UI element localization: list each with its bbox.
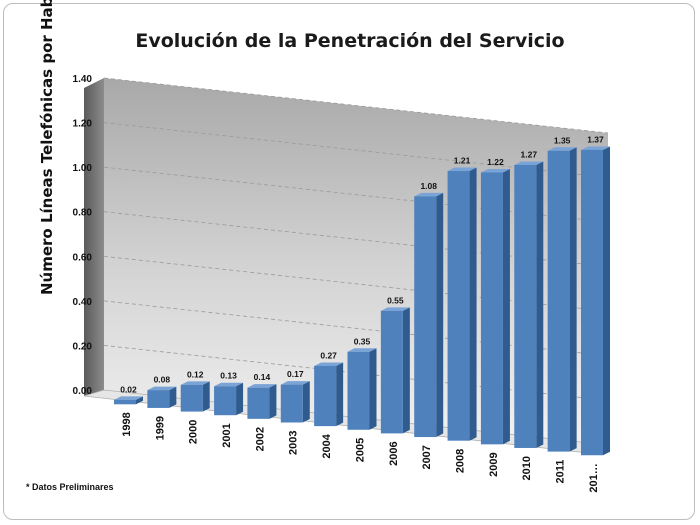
bar-top (581, 146, 610, 150)
bar-top (514, 161, 544, 165)
bar-side (502, 168, 510, 445)
bar (114, 399, 136, 405)
bar (247, 387, 270, 419)
x-tick-label: 2007 (421, 445, 433, 469)
footnote: * Datos Preliminares (26, 482, 114, 492)
x-tick-label: 2001 (221, 423, 233, 447)
bar-side (569, 147, 577, 452)
bar-top (247, 384, 277, 388)
bar (581, 149, 603, 456)
y-tick-label: 1.40 (73, 74, 93, 85)
data-label: 0.35 (354, 336, 371, 346)
x-tick-label: 2009 (488, 452, 500, 476)
x-tick-label: 1998 (121, 412, 133, 436)
bar (147, 390, 170, 408)
bar-side (469, 167, 477, 441)
bar-side (536, 161, 544, 448)
bar (414, 196, 437, 438)
data-label: 0.13 (220, 371, 237, 381)
data-label: 0.12 (187, 369, 204, 379)
bar-top (447, 167, 477, 172)
y-tick-label: 0.40 (73, 297, 93, 308)
bar (514, 164, 537, 448)
bar (447, 171, 470, 441)
bar-top (314, 362, 344, 366)
y-tick-label: 1.00 (73, 163, 93, 174)
bar-top (414, 192, 444, 197)
bar-top (114, 396, 143, 400)
y-tick-label: 0.80 (73, 208, 93, 219)
data-label: 0.17 (287, 369, 304, 379)
chart-title: Evolución de la Penetración del Servicio (135, 30, 565, 52)
y-tick-label: 1.20 (73, 119, 93, 130)
bar-side (269, 384, 277, 419)
x-tick-label: 2004 (321, 433, 333, 458)
x-tick-label: 2011 (555, 460, 567, 484)
bar (214, 386, 237, 416)
x-tick-label: 2008 (454, 449, 466, 473)
y-tick-label: 0.20 (73, 341, 93, 352)
data-label: 1.35 (554, 135, 571, 145)
bar-top (380, 307, 410, 311)
x-tick-label: 2010 (521, 456, 533, 480)
x-tick-label: 2005 (354, 438, 366, 462)
bar (180, 384, 203, 412)
gridline (103, 77, 609, 134)
bar (347, 351, 370, 430)
bar-side (369, 348, 377, 430)
bar-top (547, 147, 577, 151)
data-label: 1.27 (521, 149, 538, 159)
bar (547, 150, 570, 452)
y-tick-label: 0.60 (73, 252, 93, 263)
bar-side (302, 381, 310, 423)
data-label: 0.02 (120, 384, 137, 394)
x-tick-label: 2000 (188, 420, 200, 444)
bar-side (202, 381, 210, 412)
data-label: 0.27 (320, 350, 337, 360)
bar (380, 310, 403, 434)
x-tick-label: 2006 (388, 441, 400, 465)
data-label: 1.22 (487, 157, 504, 167)
data-label: 1.37 (587, 134, 604, 144)
bar-top (147, 386, 177, 391)
data-label: 1.08 (420, 181, 437, 191)
bar (280, 384, 303, 423)
bar-side (336, 362, 344, 427)
bar-side (169, 386, 177, 408)
bar-top (480, 168, 510, 173)
side-wall (84, 78, 104, 396)
bar (314, 365, 337, 427)
bar-side (436, 192, 444, 438)
y-tick-label: 0.00 (73, 386, 93, 397)
data-label: 0.08 (154, 375, 171, 385)
bar (480, 172, 503, 445)
bar-side (603, 146, 610, 456)
bar-side (136, 396, 143, 405)
bar-top (180, 381, 210, 385)
data-label: 1.21 (454, 156, 471, 166)
bar-top (280, 381, 310, 385)
bar-side (236, 382, 244, 416)
bar-side (402, 307, 410, 434)
bar-top (214, 382, 244, 387)
data-label: 0.55 (387, 295, 404, 305)
bar-top (347, 348, 377, 352)
data-label: 0.14 (254, 372, 271, 382)
x-tick-label: 1999 (154, 416, 166, 440)
x-tick-label: 2003 (288, 430, 300, 454)
x-tick-label: 201… (588, 463, 600, 492)
x-tick-label: 2002 (254, 427, 266, 451)
